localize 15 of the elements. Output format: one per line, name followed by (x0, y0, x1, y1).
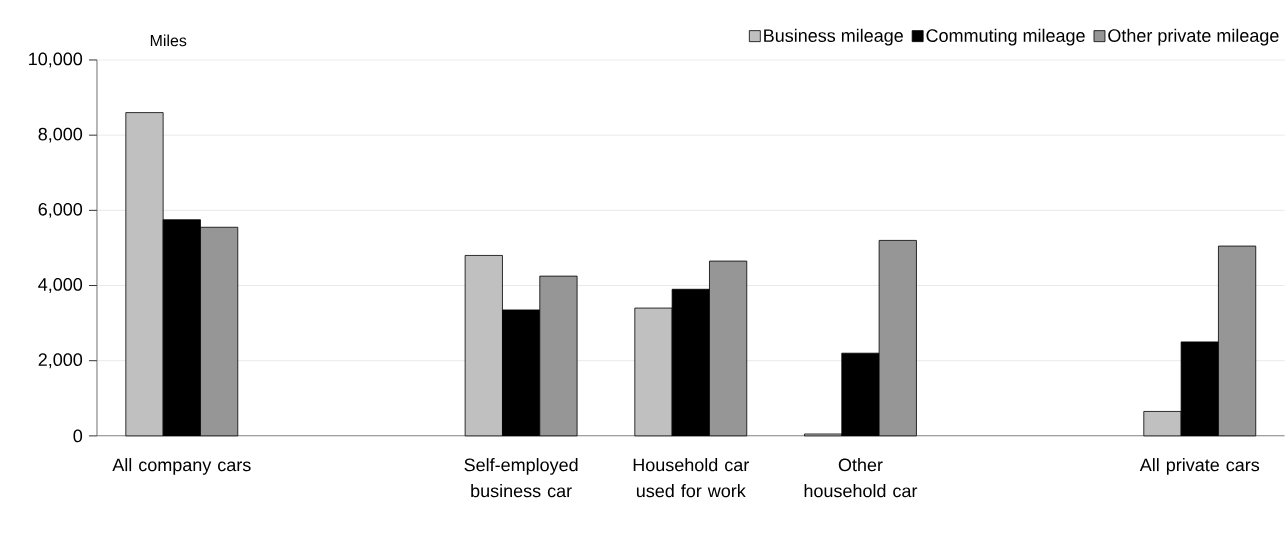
legend-label: Business mileage (764, 28, 903, 46)
x-tick-label: Household car used for work (633, 458, 749, 498)
x-tick-label: Other household car (804, 458, 918, 498)
y-tick-label: 8,000 (38, 127, 83, 143)
y-tick-label: 0 (73, 429, 83, 443)
y-axis-title: Miles (150, 34, 187, 47)
y-tick-label: 4,000 (38, 278, 83, 294)
y-tick-label: 6,000 (38, 202, 83, 218)
x-tick-label: All company cars (112, 458, 251, 475)
legend-label: Commuting mileage (926, 28, 1085, 46)
x-tick-label: All private cars (1139, 458, 1260, 475)
legend-label: Other private mileage (1108, 28, 1279, 46)
y-tick-label: 10,000 (29, 52, 83, 68)
y-tick-label: 2,000 (38, 353, 83, 369)
x-tick-label: Self-employed business car (464, 458, 578, 498)
